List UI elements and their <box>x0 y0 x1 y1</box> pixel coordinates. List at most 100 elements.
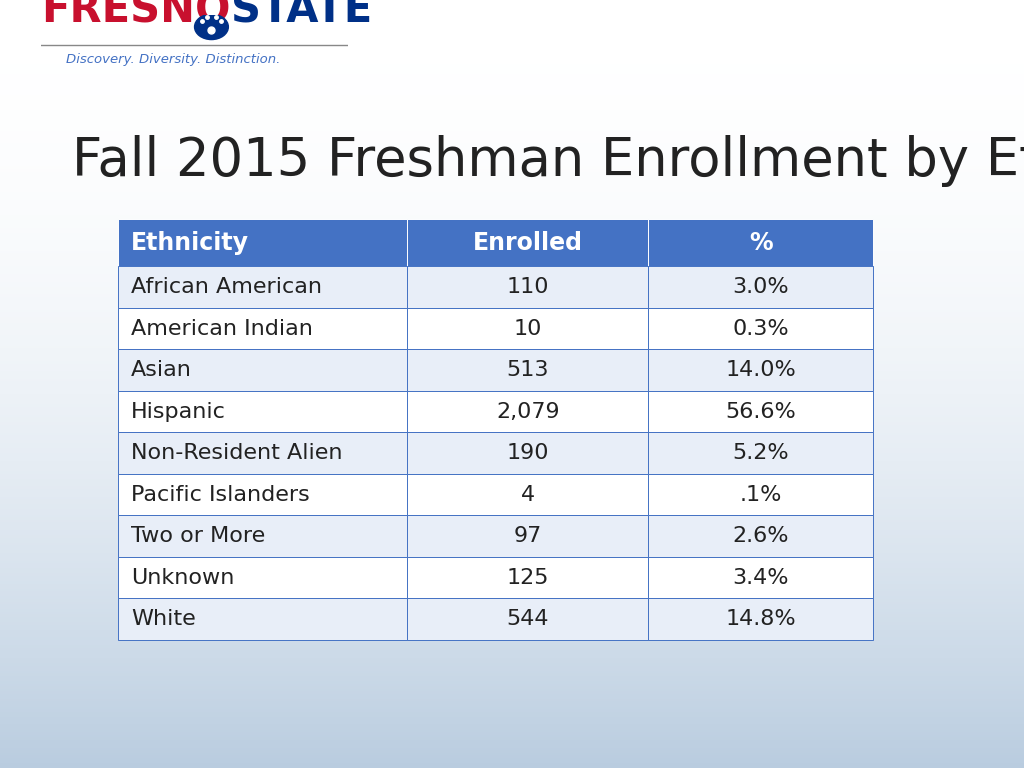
Bar <box>0 505 1024 507</box>
Bar <box>0 71 1024 74</box>
Bar <box>0 317 1024 320</box>
Bar <box>0 190 1024 192</box>
Bar <box>0 586 1024 589</box>
Bar <box>0 48 1024 51</box>
Bar <box>118 432 408 474</box>
Bar <box>0 56 1024 59</box>
Bar <box>0 707 1024 709</box>
Bar <box>0 620 1024 622</box>
Text: 544: 544 <box>507 609 549 629</box>
Bar <box>0 530 1024 532</box>
Bar <box>0 709 1024 712</box>
Bar <box>0 259 1024 261</box>
Bar <box>0 69 1024 71</box>
Bar <box>0 540 1024 543</box>
Bar <box>0 361 1024 363</box>
Bar <box>0 520 1024 522</box>
Bar <box>118 474 408 515</box>
Text: Ethnicity: Ethnicity <box>131 230 249 255</box>
Bar <box>0 658 1024 660</box>
Bar <box>0 697 1024 699</box>
Bar <box>0 156 1024 159</box>
Bar <box>0 558 1024 561</box>
Bar <box>648 432 873 474</box>
Bar <box>0 346 1024 348</box>
Bar <box>0 694 1024 697</box>
Bar <box>0 92 1024 94</box>
Bar <box>0 131 1024 133</box>
Bar <box>0 676 1024 678</box>
Bar <box>648 598 873 640</box>
Bar <box>0 532 1024 535</box>
Bar <box>0 148 1024 151</box>
Bar <box>0 256 1024 259</box>
Bar <box>0 51 1024 54</box>
Bar <box>0 246 1024 248</box>
Bar <box>0 535 1024 538</box>
Bar <box>0 763 1024 766</box>
Bar <box>0 10 1024 13</box>
Bar <box>0 678 1024 681</box>
Bar <box>0 374 1024 376</box>
Bar <box>118 219 408 266</box>
Bar <box>0 670 1024 674</box>
Bar <box>408 266 648 308</box>
Circle shape <box>195 14 228 40</box>
Bar <box>0 637 1024 640</box>
Bar <box>0 5 1024 8</box>
Bar <box>118 515 408 557</box>
Bar <box>0 376 1024 379</box>
Bar <box>0 302 1024 305</box>
Bar <box>0 210 1024 213</box>
Bar <box>0 525 1024 528</box>
Bar <box>0 274 1024 276</box>
Bar <box>0 23 1024 25</box>
Bar <box>0 371 1024 374</box>
Bar <box>0 305 1024 307</box>
Bar <box>0 138 1024 141</box>
Bar <box>648 219 873 266</box>
Bar <box>0 507 1024 509</box>
Bar <box>0 486 1024 489</box>
Bar <box>0 266 1024 269</box>
Bar <box>0 617 1024 620</box>
Text: Discovery. Diversity. Distinction.: Discovery. Diversity. Distinction. <box>66 53 280 65</box>
Text: 14.8%: 14.8% <box>726 609 796 629</box>
Bar <box>0 174 1024 177</box>
Bar <box>0 225 1024 228</box>
Bar <box>0 766 1024 768</box>
Bar <box>0 581 1024 584</box>
Text: Hispanic: Hispanic <box>131 402 226 422</box>
Bar <box>0 522 1024 525</box>
Text: White: White <box>131 609 196 629</box>
Bar <box>0 430 1024 432</box>
Bar <box>0 489 1024 492</box>
Bar <box>0 217 1024 220</box>
Bar <box>0 251 1024 253</box>
Bar <box>0 614 1024 617</box>
Bar <box>0 635 1024 637</box>
Bar <box>0 566 1024 568</box>
Bar <box>0 36 1024 38</box>
Text: Asian: Asian <box>131 360 191 380</box>
Bar <box>0 13 1024 15</box>
Bar <box>0 67 1024 69</box>
Bar <box>0 121 1024 123</box>
Bar <box>0 543 1024 545</box>
Bar <box>0 125 1024 128</box>
Bar <box>0 574 1024 576</box>
Bar <box>0 215 1024 217</box>
Bar <box>0 684 1024 686</box>
Bar <box>0 701 1024 704</box>
Bar <box>0 691 1024 694</box>
Bar <box>0 54 1024 56</box>
Text: 4: 4 <box>520 485 535 505</box>
Bar <box>0 286 1024 290</box>
Bar <box>648 557 873 598</box>
Text: Two or More: Two or More <box>131 526 265 546</box>
Bar <box>0 105 1024 108</box>
Bar <box>408 391 648 432</box>
Bar <box>0 601 1024 604</box>
Bar <box>0 290 1024 292</box>
Bar <box>0 2 1024 5</box>
